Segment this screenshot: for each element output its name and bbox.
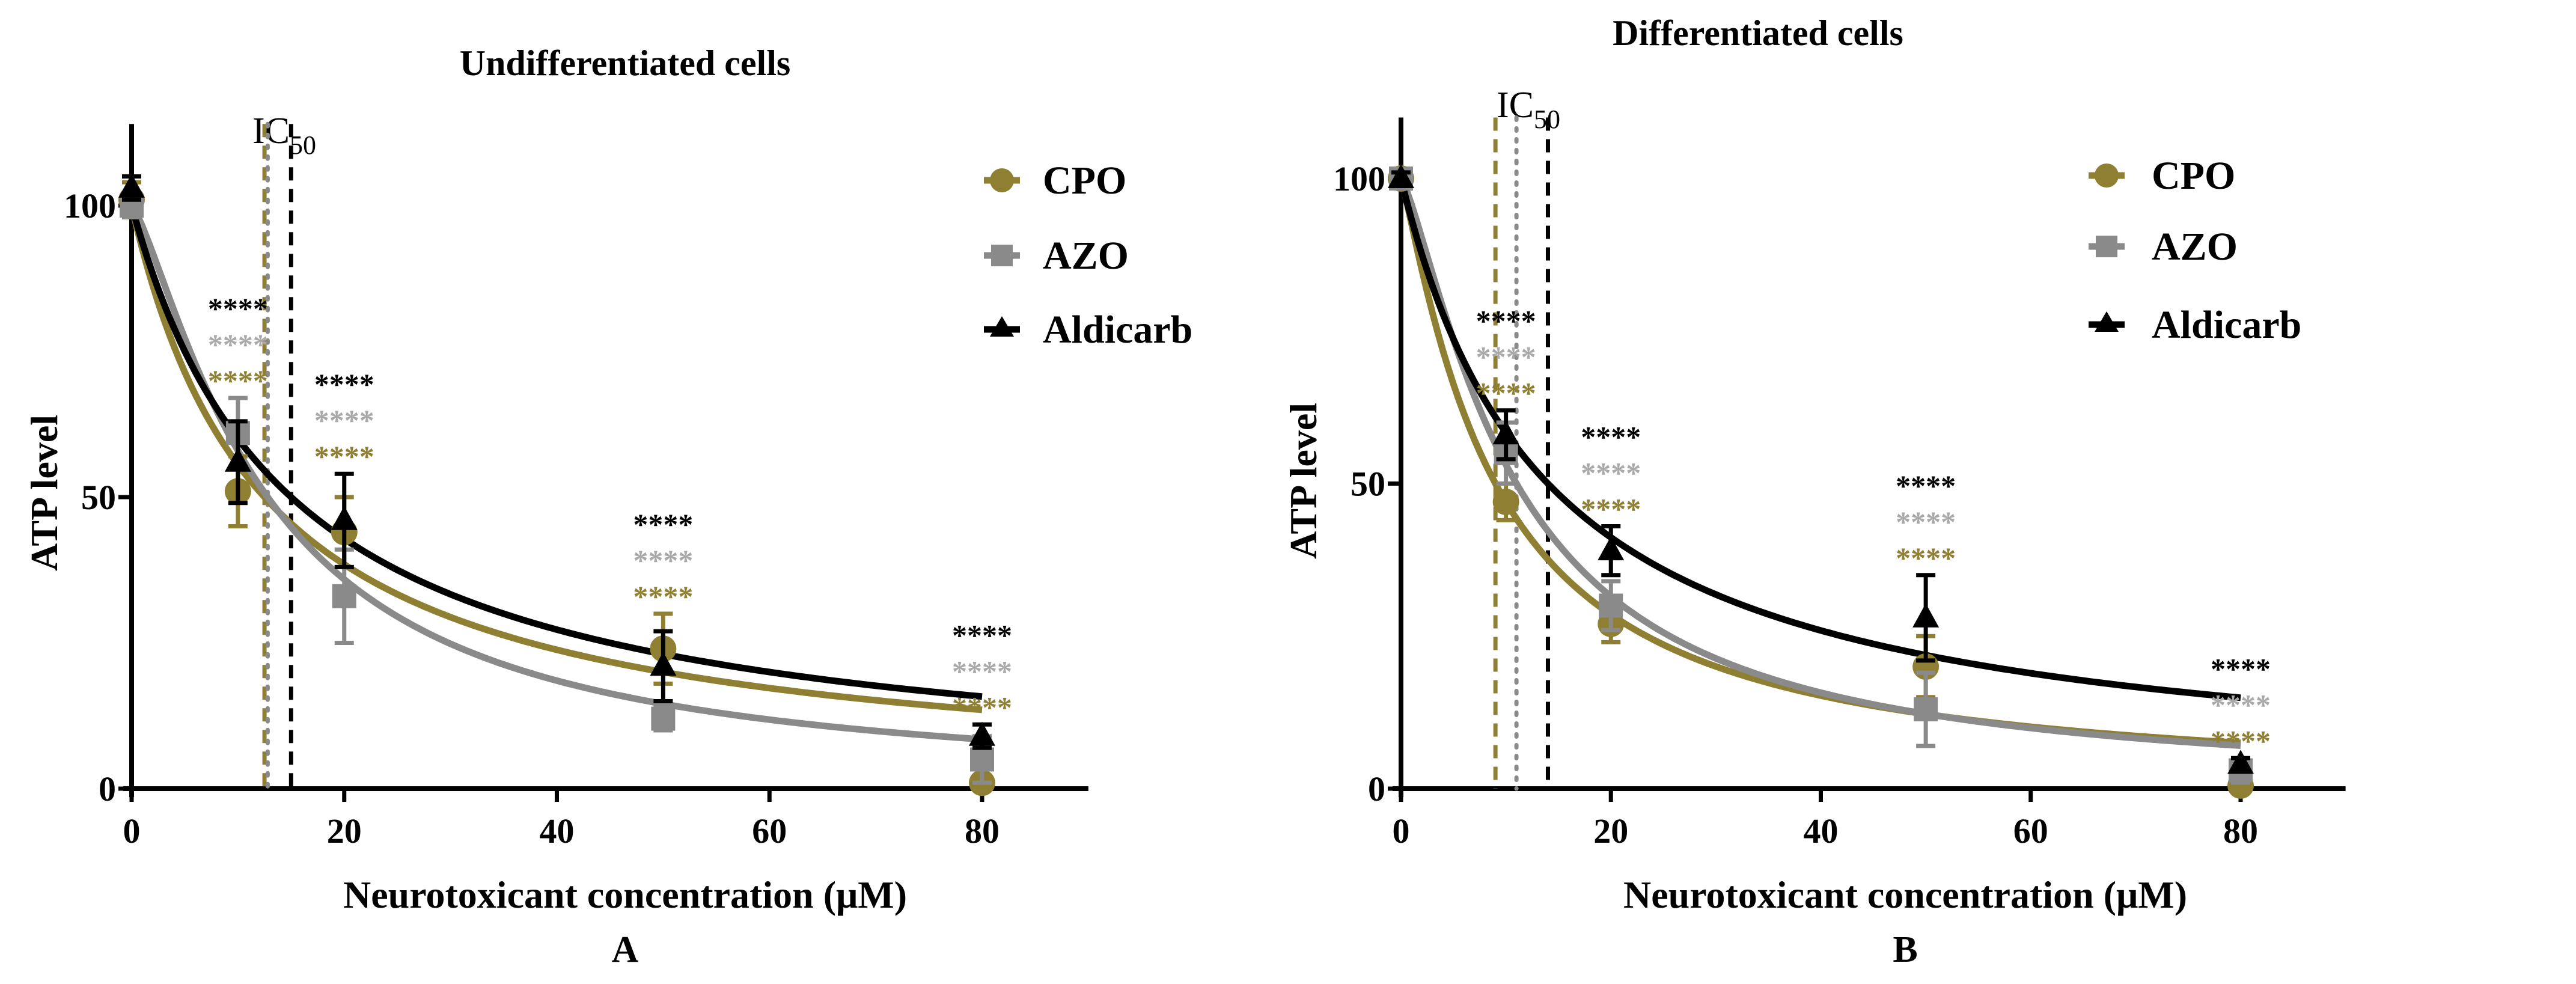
x-tick-label: 80 (2223, 811, 2258, 851)
x-tick-label: 0 (123, 811, 141, 851)
fit-curve-aldicarb (1397, 177, 2241, 701)
significance-stars-azo: **** (1581, 456, 1641, 490)
x-tick-label: 40 (1804, 811, 1839, 851)
chart-title: Differentiated cells (1613, 13, 1903, 53)
x-tick-label: 60 (2013, 811, 2048, 851)
significance-stars-aldicarb: **** (1581, 420, 1641, 454)
legend-label: CPO (1043, 159, 1126, 203)
legend-triangle-marker-icon (2095, 311, 2119, 332)
ic50-label: IC50 (252, 111, 316, 160)
legend-square-marker-icon (2096, 236, 2117, 257)
data-point-aldicarb (1492, 420, 1519, 445)
y-axis-label: ATP level (23, 415, 66, 571)
legend-square-marker-icon (991, 245, 1013, 266)
legend-item-aldicarb: Aldicarb (2089, 303, 2301, 347)
data-point-aldicarb (2227, 750, 2254, 774)
significance-stars-aldicarb: **** (952, 618, 1012, 652)
y-tick-label: 100 (64, 186, 116, 225)
significance-stars-aldicarb: **** (1896, 469, 1956, 503)
significance-stars-cpo: **** (1896, 541, 1956, 575)
y-tick-label: 0 (1368, 769, 1385, 808)
y-tick-label: 0 (99, 769, 116, 808)
significance-stars-azo: **** (952, 654, 1012, 688)
data-point-azo (1599, 593, 1623, 618)
significance-stars-azo: **** (633, 543, 693, 577)
fit-curve-azo (129, 204, 983, 743)
data-point-aldicarb (118, 173, 145, 198)
data-point-aldicarb (1598, 536, 1625, 561)
legend-circle-marker-icon (990, 168, 1014, 192)
fit-curve-aldicarb (128, 204, 983, 700)
significance-stars-cpo: **** (2211, 724, 2271, 757)
significance-stars-azo: **** (208, 328, 268, 361)
x-axis-label: Neurotoxicant concentration (μM) (343, 873, 907, 916)
fit-curve-azo (1398, 177, 2241, 749)
legend-circle-marker-icon (2095, 163, 2119, 188)
y-tick-label: 50 (81, 478, 116, 517)
significance-stars-aldicarb: **** (2211, 652, 2271, 685)
significance-stars-cpo: **** (952, 690, 1012, 724)
panel-label: B (1893, 929, 1917, 970)
x-tick-label: 60 (752, 811, 787, 851)
data-point-aldicarb (224, 447, 251, 472)
legend-item-aldicarb: Aldicarb (984, 308, 1192, 352)
legend-label: CPO (2152, 154, 2235, 198)
legend-item-cpo: CPO (2089, 154, 2235, 198)
data-point-aldicarb (1912, 603, 1940, 628)
significance-stars-cpo: **** (314, 439, 374, 473)
significance-stars-aldicarb: **** (1476, 304, 1536, 338)
x-tick-label: 20 (1593, 811, 1628, 851)
significance-stars-azo: **** (1476, 340, 1536, 374)
data-point-aldicarb (969, 721, 995, 746)
x-tick-label: 20 (327, 811, 362, 851)
y-tick-label: 50 (1351, 465, 1385, 504)
panel-b: Differentiated cells Neurotoxicant conce… (1282, 13, 2346, 970)
panel-label: A (612, 929, 639, 970)
x-tick-label: 0 (1393, 811, 1410, 851)
legend-item-azo: AZO (2089, 225, 2238, 269)
data-point-azo (332, 584, 356, 608)
legend-item-cpo: CPO (984, 159, 1126, 203)
y-tick-label: 100 (1333, 159, 1385, 198)
significance-stars-cpo: **** (633, 579, 693, 613)
chart-title: Undifferentiated cells (460, 43, 790, 83)
significance-stars-azo: **** (1896, 505, 1956, 539)
significance-stars-aldicarb: **** (314, 367, 374, 401)
significance-stars-cpo: **** (1476, 376, 1536, 410)
x-axis-label: Neurotoxicant concentration (μM) (1623, 873, 2187, 916)
significance-stars-aldicarb: **** (208, 292, 268, 325)
data-point-azo (970, 747, 994, 772)
data-point-aldicarb (650, 652, 677, 676)
x-tick-label: 40 (540, 811, 575, 851)
significance-stars-cpo: **** (1581, 492, 1641, 526)
fit-curve-cpo (128, 204, 983, 714)
significance-stars-azo: **** (314, 403, 374, 437)
data-point-aldicarb (331, 506, 358, 530)
x-tick-label: 80 (965, 811, 1000, 851)
data-point-azo (1914, 697, 1938, 722)
significance-stars-azo: **** (2211, 688, 2271, 721)
ic50-label: IC50 (1497, 85, 1560, 134)
legend-label: Aldicarb (1043, 308, 1192, 352)
data-point-azo (651, 706, 676, 731)
legend-triangle-marker-icon (990, 316, 1014, 337)
significance-stars-cpo: **** (208, 364, 268, 397)
y-axis-label: ATP level (1282, 403, 1325, 559)
legend-label: Aldicarb (2152, 303, 2301, 347)
legend-label: AZO (2152, 225, 2238, 269)
panel-a: Undifferentiated cells Neurotoxicant con… (23, 43, 1192, 970)
data-point-cpo (1492, 488, 1519, 515)
significance-stars-aldicarb: **** (633, 507, 693, 541)
legend-item-azo: AZO (984, 234, 1129, 278)
legend-label: AZO (1043, 234, 1129, 278)
data-point-aldicarb (1388, 164, 1414, 188)
